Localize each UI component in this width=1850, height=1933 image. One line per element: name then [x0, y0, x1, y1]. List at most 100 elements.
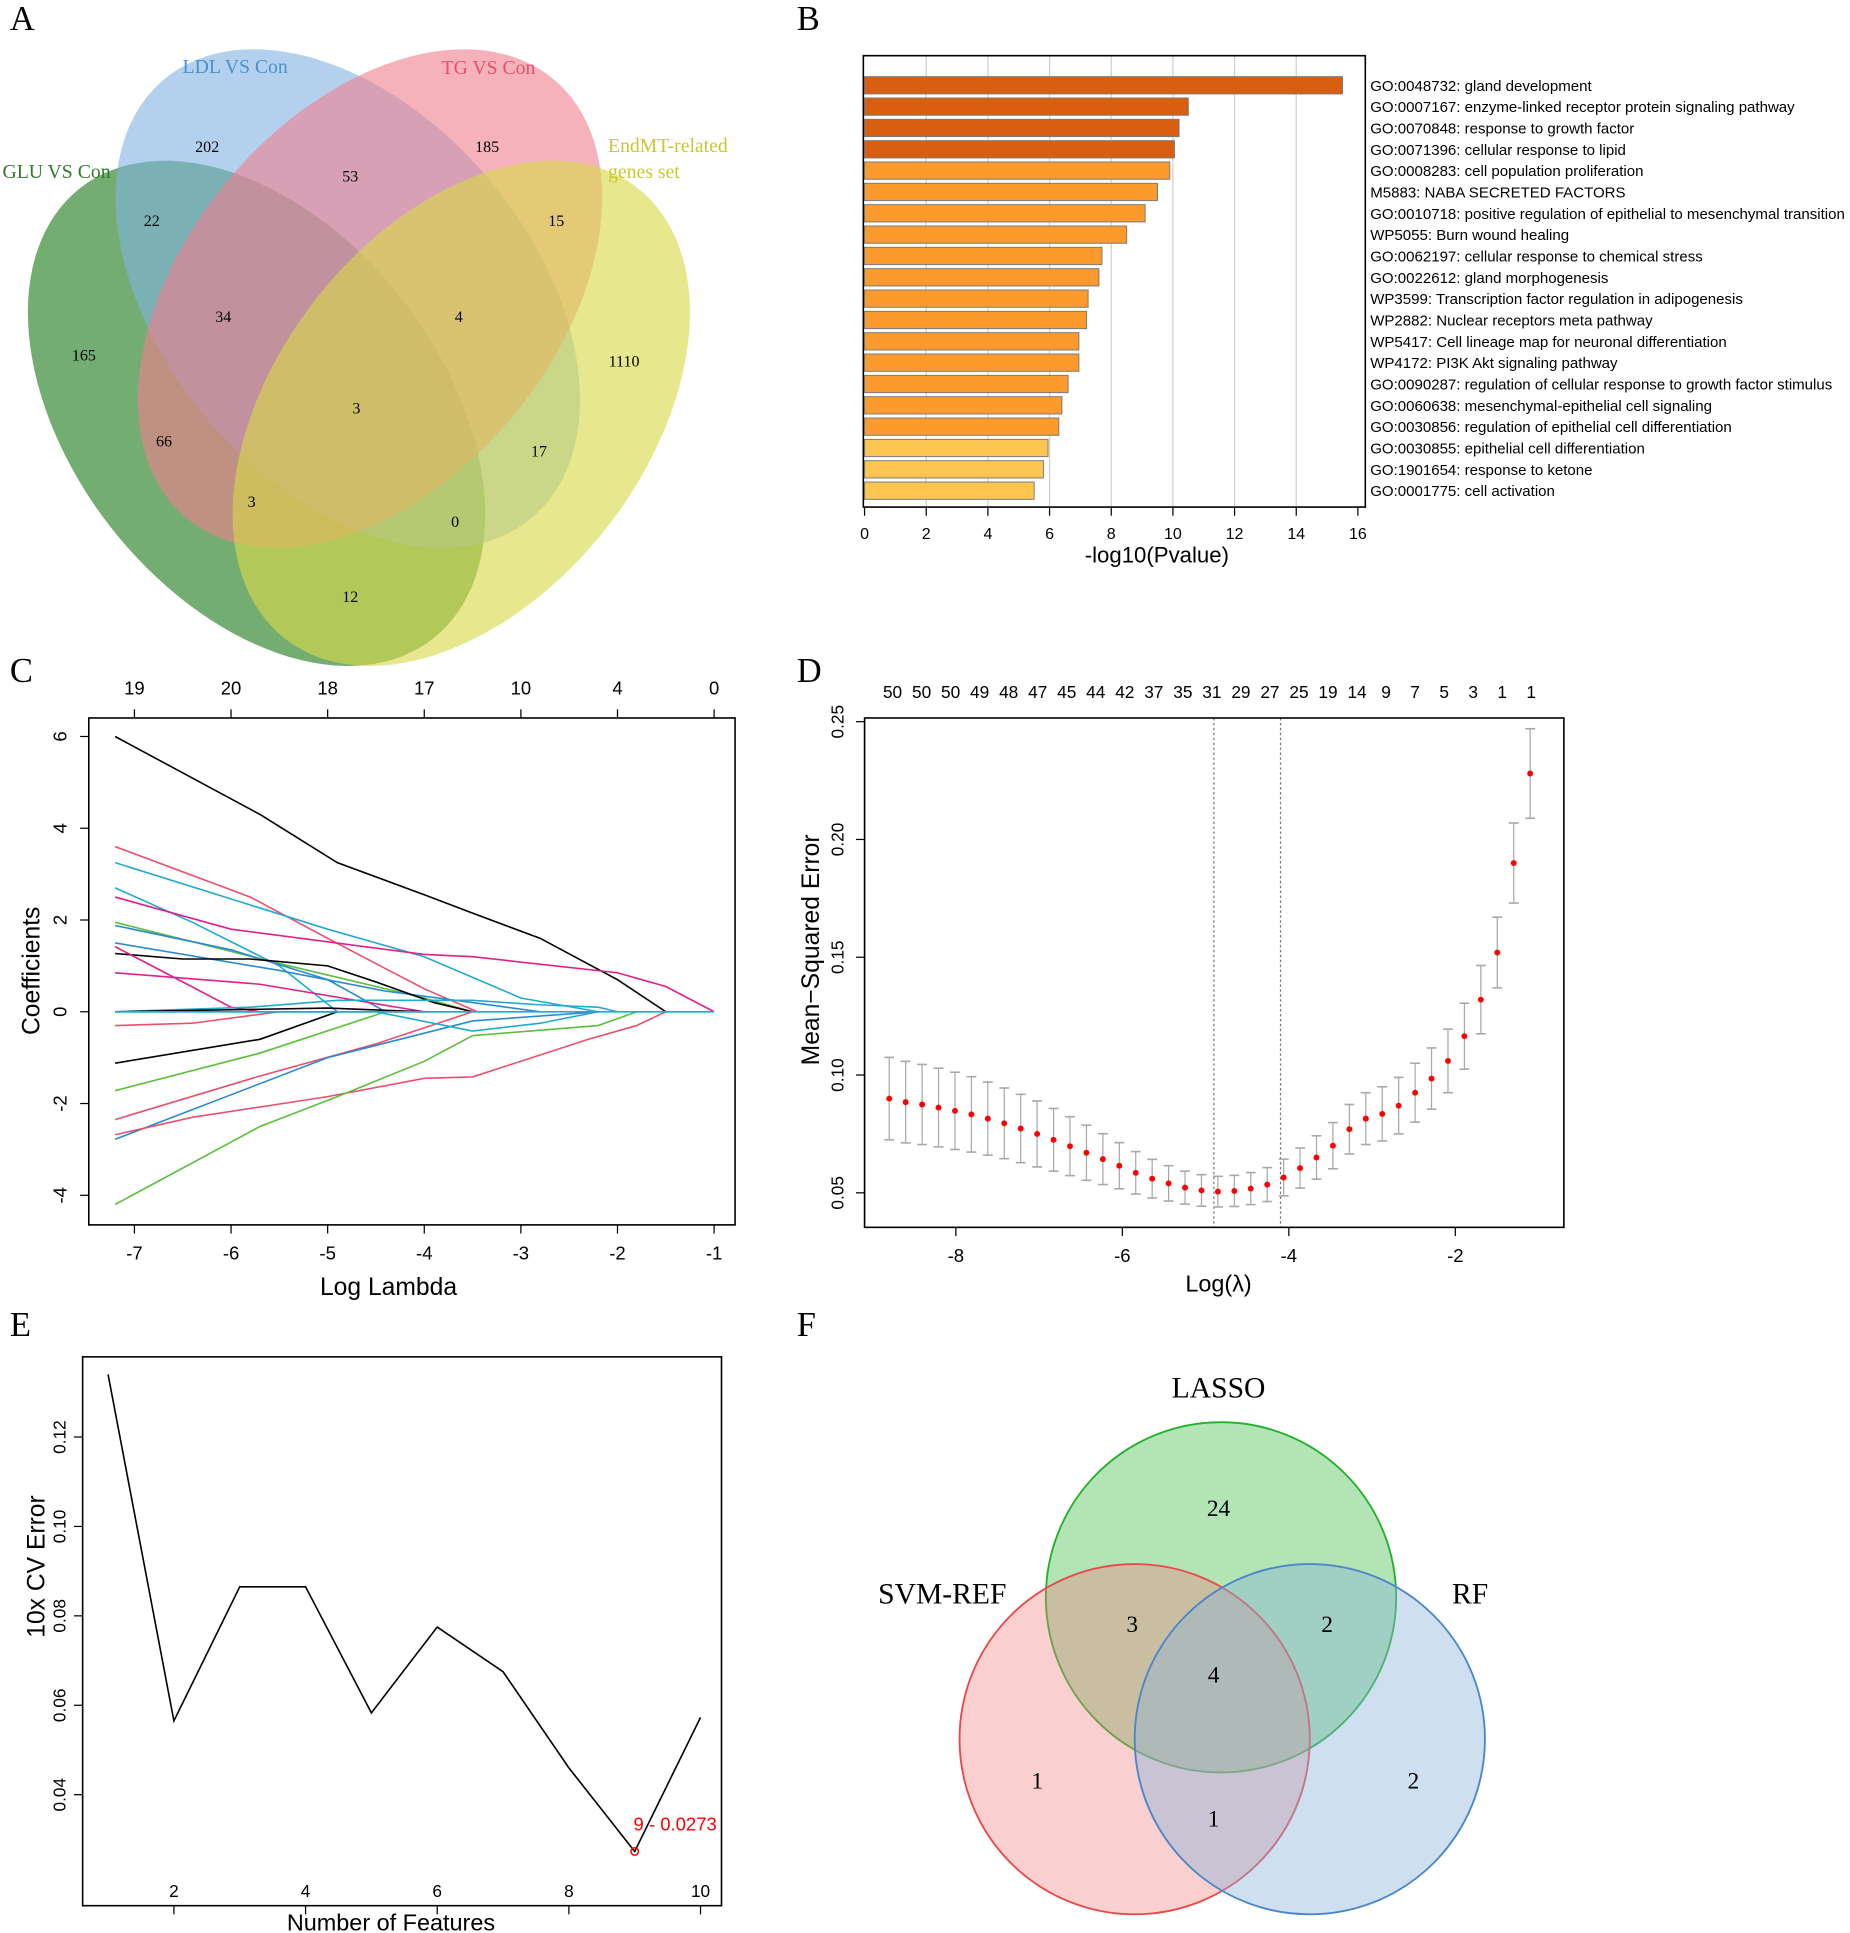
bar-category-label: WP4172: PI3K Akt signaling pathway [1370, 355, 1618, 372]
top-axis-label: 49 [970, 682, 989, 702]
mse-point [1445, 1057, 1451, 1064]
coefficient-path [114, 921, 473, 1013]
mse-point [1412, 1089, 1419, 1096]
cv-error-line [107, 1374, 702, 1853]
mse-point [1461, 1033, 1468, 1040]
bar-category-label: GO:0010718: positive regulation of epith… [1370, 206, 1845, 223]
top-axis-label: 4 [612, 678, 622, 699]
x-axis-tick-label: -6 [223, 1242, 239, 1263]
coefficient-path [114, 861, 599, 1013]
bar-category-label: GO:0008283: cell population proliferatio… [1370, 163, 1643, 180]
coefficient-path [114, 1010, 599, 1141]
bar [864, 246, 1103, 266]
venn-f-label-lasso: LASSO [1172, 1373, 1266, 1405]
mse-point [1395, 1102, 1402, 1109]
bar [864, 76, 1343, 95]
top-axis-label: 31 [1202, 682, 1221, 702]
coefficient-path [115, 1007, 425, 1013]
coefficient-path [114, 924, 387, 1013]
bar-category-label: GO:0090287: regulation of cellular respo… [1370, 377, 1832, 394]
venn-f-label-rf: RF [1452, 1579, 1488, 1611]
venn-a-count: 165 [72, 347, 96, 364]
top-axis-label: 47 [1028, 682, 1047, 702]
x-axis-title: Number of Features [287, 1909, 495, 1933]
venn-a-count: 202 [195, 139, 219, 156]
venn-f-label-svm: SVM-REF [878, 1579, 1006, 1611]
panel-letter-f: F [797, 1306, 816, 1344]
mse-point [1510, 860, 1517, 866]
bar [864, 481, 1035, 500]
mse-point [1280, 1174, 1287, 1181]
bar-category-label: GO:0007167: enzyme-linked receptor prote… [1370, 99, 1795, 116]
coefficient-path [114, 1011, 667, 1136]
mse-point [1264, 1181, 1271, 1188]
x-axis-tick-label: -3 [513, 1242, 529, 1263]
mse-point [935, 1104, 942, 1111]
mse-point [886, 1095, 893, 1102]
bar-category-label: GO:0001775: cell activation [1370, 483, 1555, 500]
x-axis-tick-label: 16 [1349, 525, 1367, 543]
y-axis-tick-label: 0.10 [49, 1510, 69, 1544]
y-axis-tick-label: 2 [50, 915, 71, 925]
x-axis-tick-label: 2 [922, 525, 931, 543]
y-axis-tick-label: 0.12 [49, 1420, 69, 1454]
venn-f-count: 3 [1126, 1612, 1138, 1638]
top-axis-label: 50 [912, 682, 931, 702]
bar [864, 417, 1060, 436]
bar-category-label: GO:0071396: cellular response to lipid [1370, 142, 1626, 159]
bar [864, 225, 1128, 244]
bar [864, 268, 1100, 287]
coefficient-path [115, 952, 473, 1013]
plot-frame [862, 54, 1367, 508]
bar [864, 460, 1044, 479]
venn-a-count: 34 [215, 309, 231, 326]
x-axis-tick-label: 6 [432, 1881, 442, 1901]
top-axis-label: 0 [709, 678, 719, 699]
top-axis-label: 45 [1057, 682, 1076, 702]
bar-category-label: WP2882: Nuclear receptors meta pathway [1370, 313, 1653, 330]
top-axis-label: 42 [1115, 682, 1134, 702]
bar [864, 204, 1146, 223]
coefficient-path [114, 735, 667, 1013]
venn-f-count: 1 [1031, 1769, 1043, 1795]
coefficient-path [114, 942, 541, 1013]
top-axis-label: 19 [1318, 682, 1337, 702]
top-axis-label: 5 [1439, 682, 1449, 702]
venn-a-count: 1110 [609, 353, 640, 370]
x-axis-tick-label: 10 [1164, 525, 1182, 543]
mse-point [1527, 770, 1534, 777]
coefficient-path [114, 845, 478, 1013]
y-axis-tick-label: 0.04 [49, 1777, 69, 1811]
coefficient-path [114, 896, 715, 1013]
venn-f-count: 2 [1408, 1769, 1420, 1795]
mse-point [984, 1115, 991, 1122]
venn-a-count: 3 [248, 494, 256, 511]
top-axis-label: 37 [1144, 682, 1163, 702]
venn-a-label-tg: TG VS Con [442, 57, 536, 79]
x-axis-tick-label: 6 [1045, 525, 1054, 543]
bar [864, 310, 1088, 330]
x-axis-tick-label: 2 [169, 1881, 179, 1901]
bar-category-label: GO:0060638: mesenchymal-epithelial cell … [1370, 398, 1712, 415]
y-axis-title: Coefficients [18, 907, 45, 1035]
min-point-marker [630, 1847, 640, 1856]
bar-category-label: M5883: NABA SECRETED FACTORS [1370, 185, 1625, 202]
panel-b-enrichment-bar-chart: GO:0048732: gland development GO:0007167:… [860, 54, 1845, 568]
top-axis-label: 29 [1231, 682, 1250, 702]
bar-category-label: GO:1901654: response to ketone [1370, 462, 1592, 479]
venn-a-count: 53 [342, 168, 358, 185]
mse-point [1231, 1187, 1238, 1194]
venn-f-count: 2 [1321, 1612, 1333, 1638]
bar-category-label: WP3599: Transcription factor regulation … [1370, 291, 1743, 308]
mse-point [1067, 1143, 1073, 1150]
x-axis-title: -log10(Pvalue) [1085, 543, 1229, 568]
x-axis-tick-label: -2 [1447, 1245, 1463, 1266]
coefficient-path [115, 971, 425, 1013]
top-axis-label: 3 [1468, 682, 1478, 702]
y-axis-tick-label: 0.20 [828, 823, 848, 857]
x-axis-title: Log(λ) [1185, 1270, 1251, 1296]
mse-point [968, 1111, 975, 1118]
coefficient-path [115, 999, 618, 1013]
mse-point [1494, 949, 1501, 956]
